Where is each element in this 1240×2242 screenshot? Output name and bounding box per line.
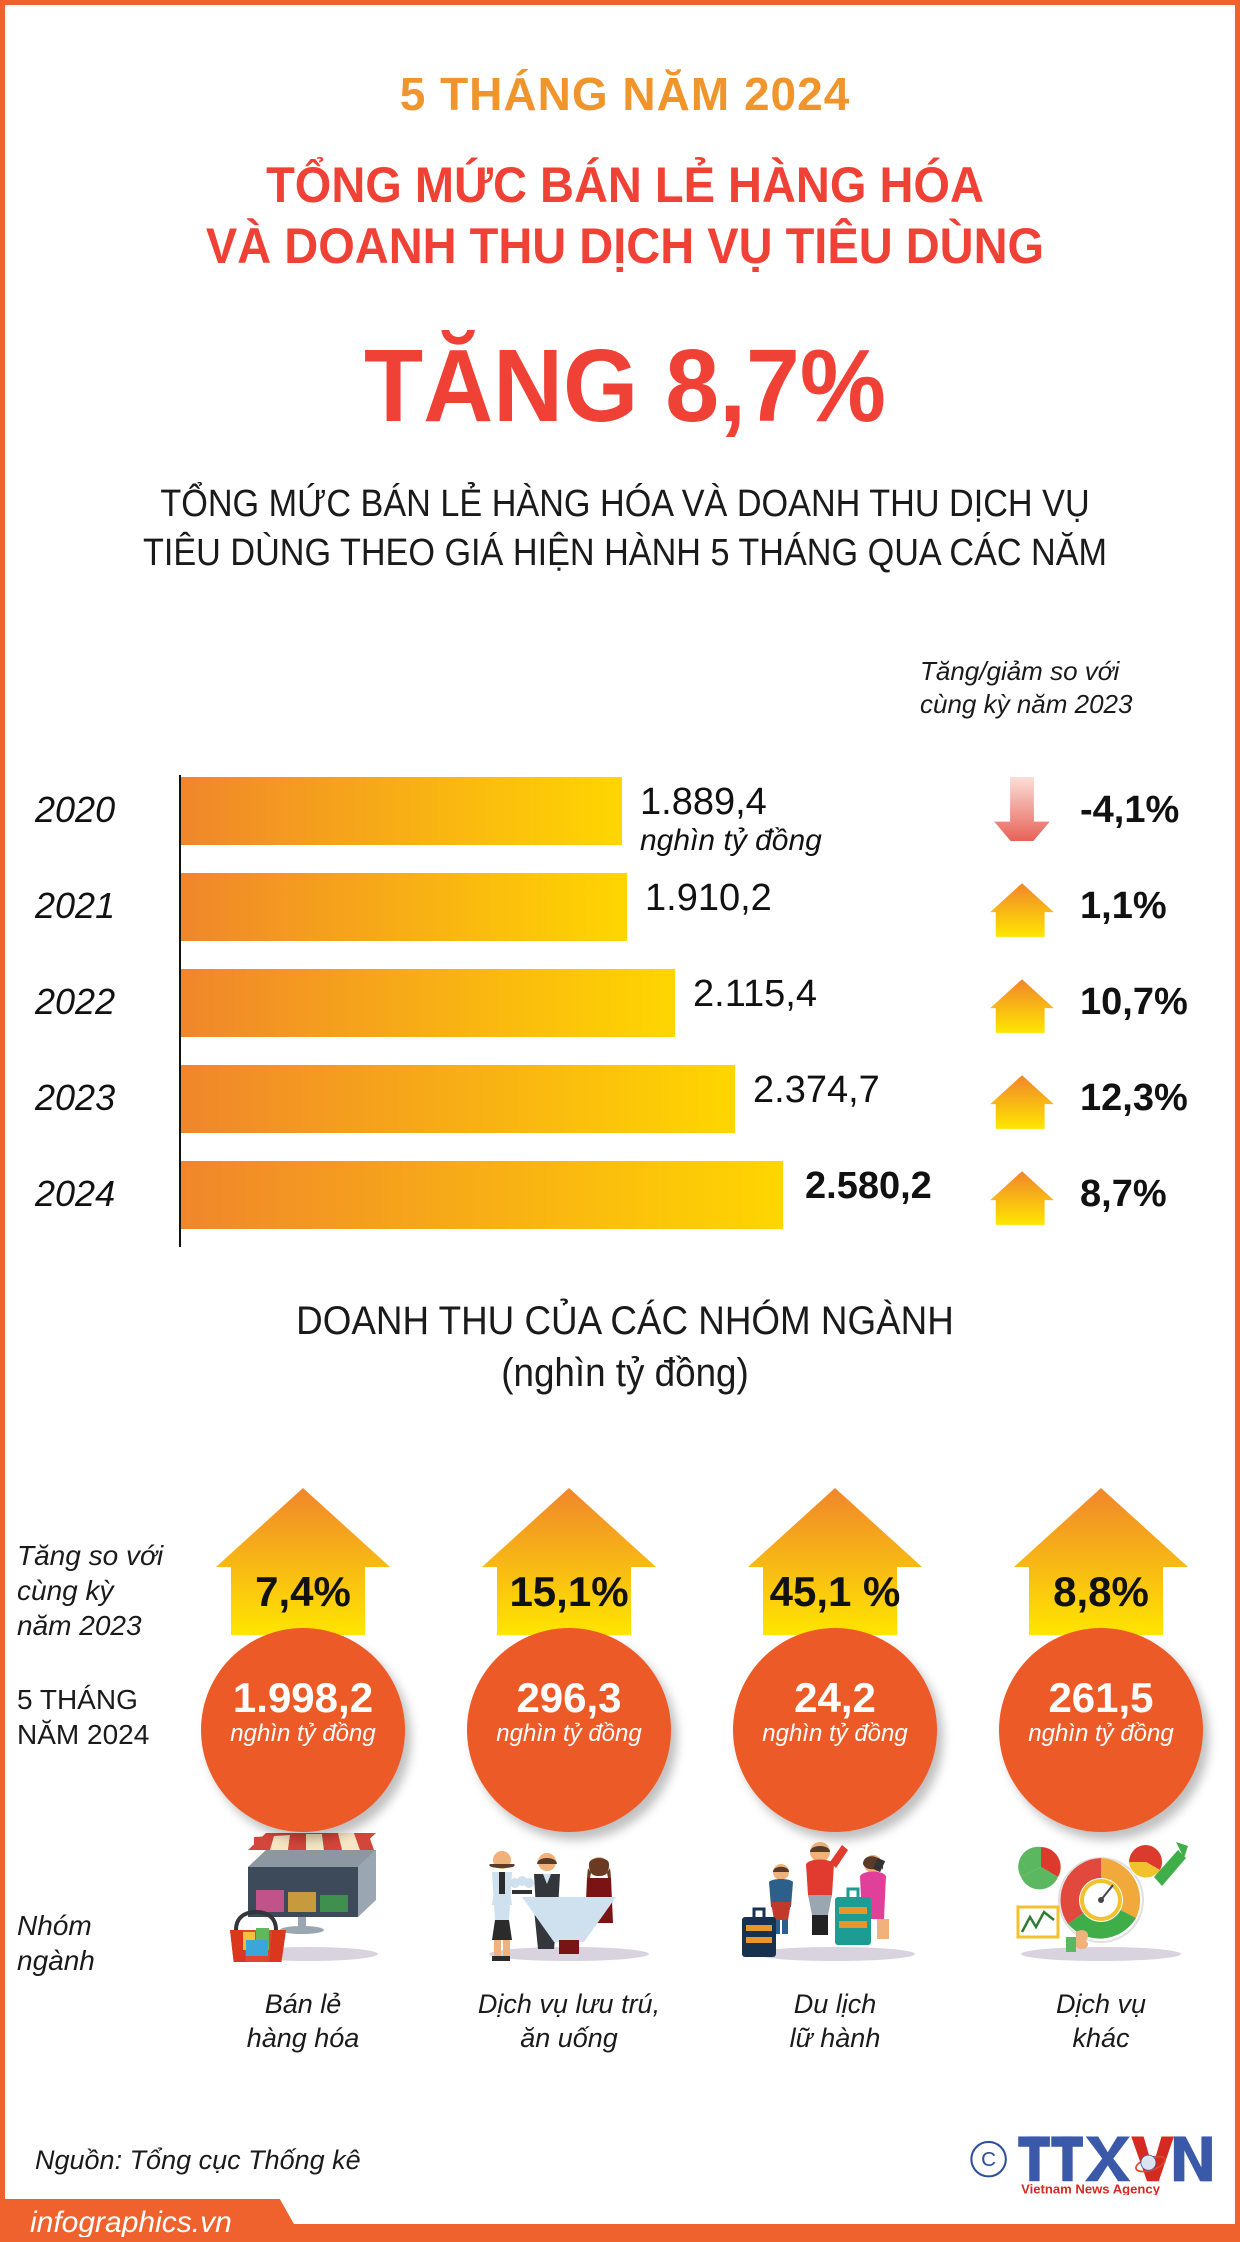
svg-text:Vietnam News Agency: Vietnam News Agency xyxy=(1021,2182,1161,2195)
svg-text:C: C xyxy=(981,2148,996,2171)
